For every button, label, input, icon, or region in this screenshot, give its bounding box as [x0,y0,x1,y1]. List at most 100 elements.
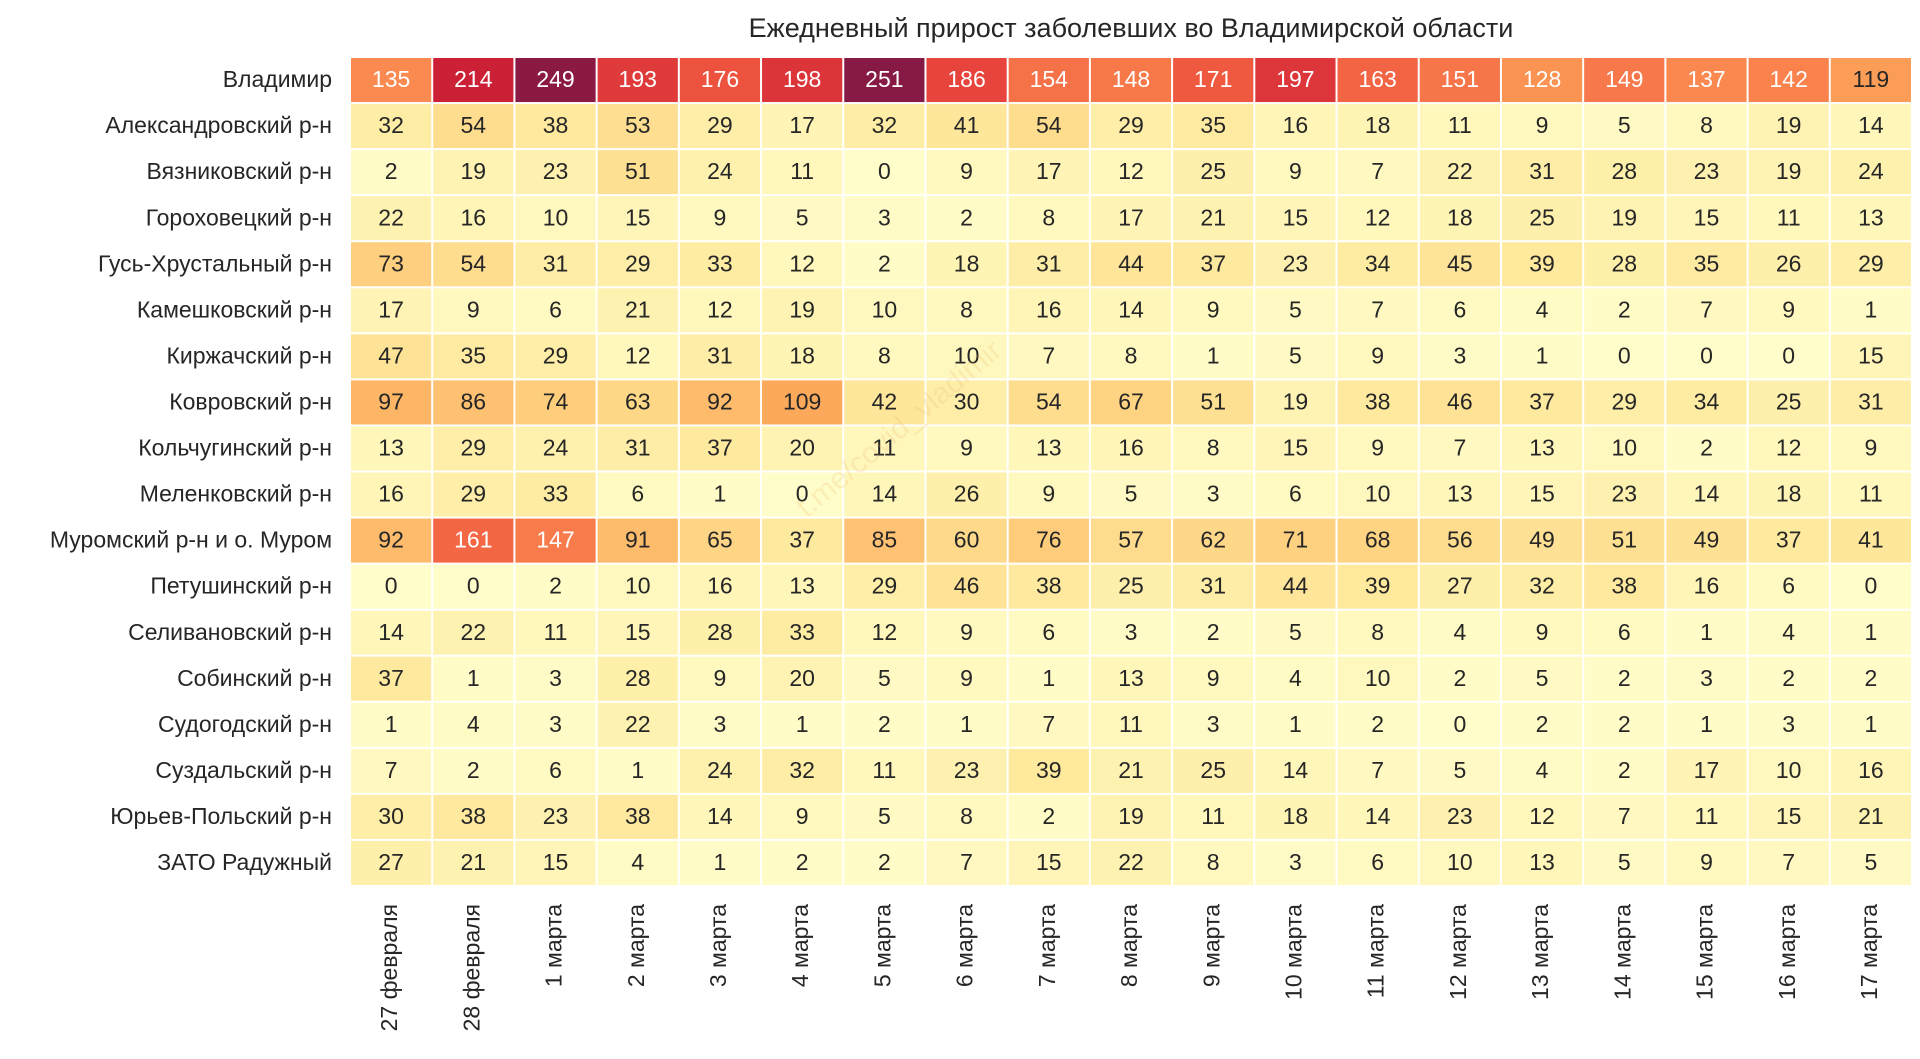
heatmap-cell [762,58,843,103]
cell-value: 3 [1207,481,1220,507]
heatmap-cell [679,426,761,471]
cell-value: 6 [1289,481,1302,507]
cell-value: 14 [1694,481,1720,507]
cell-value: 2 [549,573,562,599]
cell-value: 4 [1536,757,1549,783]
cell-value: 39 [1365,573,1391,599]
heatmap-cell [762,610,843,655]
cell-value: 19 [1611,204,1637,230]
heatmap-cell [762,242,843,287]
cell-value: 12 [625,342,651,368]
cell-value: 11 [872,757,896,783]
heatmap-cell [1584,334,1665,379]
heatmap-cell [1584,472,1665,517]
cell-value: 18 [789,342,815,368]
heatmap-cell [1173,702,1254,747]
heatmap-cell [1255,426,1336,471]
heatmap-cell [762,104,843,149]
cell-value: 6 [1618,619,1631,645]
row-label: Суздальский р-н [155,757,332,783]
cell-value: 0 [1864,573,1877,599]
heatmap-cell [1501,840,1583,885]
heatmap-cell [351,794,432,839]
cell-value: 23 [1447,803,1473,829]
heatmap-cell [1419,334,1500,379]
row-label: Вязниковский р-н [146,158,332,184]
heatmap-cell [515,610,596,655]
heatmap-cell [844,840,925,885]
heatmap-cell [1748,196,1829,241]
cell-value: 65 [707,527,733,553]
cell-value: 11 [544,619,568,645]
column-label: 8 марта [1116,904,1142,987]
heatmap-cell [1090,656,1172,701]
heatmap-cell [597,380,678,425]
cell-value: 12 [1365,204,1391,230]
cell-value: 4 [631,849,644,875]
heatmap-cell [762,150,843,195]
cell-value: 17 [1118,204,1144,230]
cell-value: 1 [1864,711,1877,737]
heatmap-cell [597,564,678,609]
heatmap-cell [1008,380,1089,425]
cell-value: 15 [1283,435,1309,461]
heatmap-cell [926,334,1007,379]
cell-value: 7 [1371,158,1384,184]
cell-value: 5 [1125,481,1138,507]
heatmap-cell [1008,288,1089,333]
heatmap-cell [1090,288,1172,333]
heatmap-cell [1255,380,1336,425]
cell-value: 2 [1453,665,1466,691]
cell-value: 16 [1283,112,1309,138]
heatmap-cell [351,58,432,103]
column-label: 27 февраля [376,904,402,1031]
cell-value: 19 [789,296,815,322]
heatmap-cell [515,242,596,287]
cell-value: 193 [619,66,657,92]
heatmap-cell [1337,794,1418,839]
cell-value: 92 [378,527,404,553]
heatmap-cell [351,518,432,563]
cell-value: 54 [1036,388,1062,414]
cell-value: 9 [1536,619,1549,645]
heatmap-cell [1255,840,1336,885]
heatmap-cell [433,150,514,195]
heatmap-cell [1419,794,1500,839]
cell-value: 29 [461,435,487,461]
cell-value: 13 [378,435,404,461]
heatmap-cell [1666,104,1747,149]
heatmap-cell [844,242,925,287]
cell-value: 31 [625,435,651,461]
cell-value: 13 [1447,481,1473,507]
heatmap-cell [1173,518,1254,563]
cell-value: 15 [1036,849,1062,875]
heatmap-cell [1830,564,1911,609]
heatmap-cell [1666,426,1747,471]
heatmap-cell [1501,794,1583,839]
heatmap-cell [679,472,761,517]
cell-value: 27 [378,849,404,875]
heatmap-cell [1173,426,1254,471]
heatmap-cell [762,380,843,425]
cell-value: 15 [1776,803,1802,829]
heatmap-cell [1501,564,1583,609]
cell-value: 51 [625,158,651,184]
heatmap-cell [1748,518,1829,563]
cell-value: 30 [378,803,404,829]
cell-value: 16 [461,204,487,230]
heatmap-cell [1090,334,1172,379]
heatmap-cell [515,564,596,609]
heatmap-cell [515,702,596,747]
heatmap-cell [1748,702,1829,747]
cell-value: 9 [1207,296,1220,322]
heatmap-cell [597,840,678,885]
heatmap-cell [597,794,678,839]
cell-value: 10 [543,204,569,230]
row-label: Муромский р-н и о. Муром [50,527,332,553]
cell-value: 35 [461,342,487,368]
heatmap-cell [679,58,761,103]
heatmap-cell [433,104,514,149]
heatmap-cell [351,334,432,379]
heatmap-cell [1337,518,1418,563]
cell-value: 7 [1042,342,1055,368]
